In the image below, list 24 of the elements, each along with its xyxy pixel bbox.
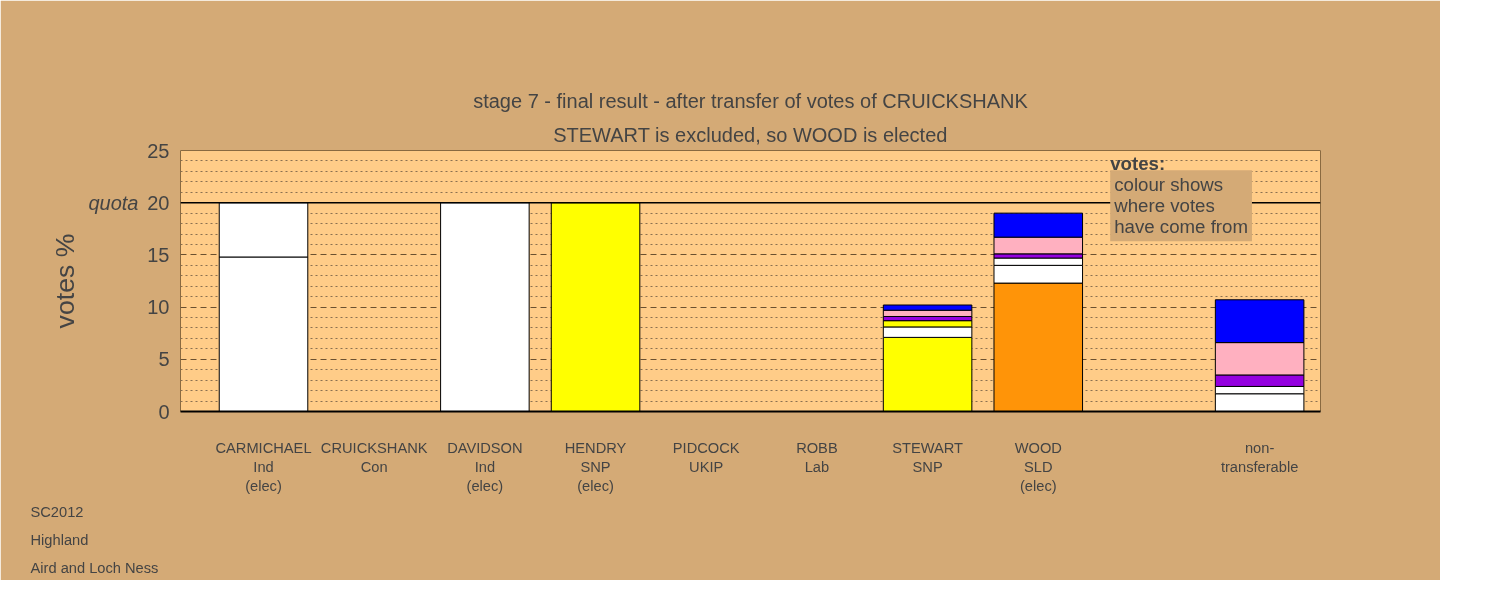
x-tick-label: STEWART SNP: [892, 439, 964, 475]
y-tick-label: 10: [147, 296, 170, 319]
y-tick-label: 25: [147, 139, 170, 162]
text: Aird and Loch Ness: [30, 559, 159, 576]
annotation: votes:: [1110, 152, 1166, 174]
y-tick-label: 20: [147, 191, 170, 214]
chart-subtitle: STEWART is excluded, so WOOD is elected: [553, 123, 948, 146]
y-axis-title: votes %: [50, 233, 81, 329]
x-tick-label: DAVIDSON Ind (elec): [447, 439, 523, 494]
y-tick-label: 5: [158, 348, 170, 371]
x-tick-label: WOOD SLD (elec): [1014, 439, 1062, 494]
ref-line-label: quota: [88, 191, 139, 214]
x-tick-label: CARMICHAEL Ind (elec): [215, 439, 312, 494]
x-tick-label: HENDRY SNP (elec): [564, 439, 627, 494]
chart-title: stage 7 - final result - after transfer of votes of CRUICKSHANK: [473, 89, 1029, 112]
x-tick-label: non- transferable: [1220, 439, 1299, 475]
y-tick-label: 15: [147, 243, 170, 266]
x-tick-label: PIDCOCK UKIP: [672, 439, 740, 475]
y-tick-label: 0: [158, 400, 170, 423]
text: Highland: [30, 531, 89, 548]
annotation: colour shows where votes have come from: [1113, 174, 1248, 238]
text: SC2012: [30, 503, 84, 520]
x-tick-label: ROBB Lab: [796, 439, 838, 475]
x-tick-label: CRUICKSHANK Con: [320, 439, 428, 475]
